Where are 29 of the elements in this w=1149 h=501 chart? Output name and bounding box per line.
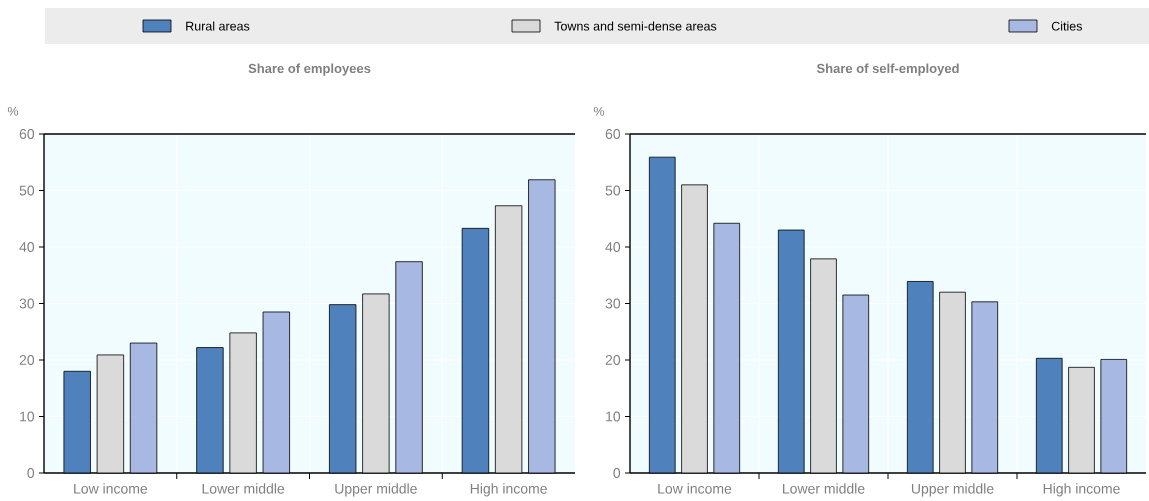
- x-tick-label: Lower middle: [783, 483, 865, 494]
- legend-label: Rural areas: [186, 21, 250, 31]
- y-tick-label: 40: [605, 242, 621, 253]
- y-tick-label: 60: [19, 129, 35, 140]
- y-axis-title: %: [7, 107, 19, 116]
- x-tick-label: Low income: [658, 483, 732, 494]
- x-tick-label: High income: [1043, 483, 1120, 497]
- y-tick-label: 60: [605, 129, 621, 140]
- x-tick-label: Upper middle: [335, 483, 417, 497]
- x-tick-label: Upper middle: [911, 483, 994, 497]
- y-tick-label: 30: [19, 298, 35, 309]
- y-tick-label: 30: [605, 298, 621, 309]
- y-tick-label: 20: [19, 355, 35, 366]
- x-tick-label: Low income: [74, 483, 148, 494]
- legend-label: Cities: [1051, 21, 1083, 31]
- y-tick-label: 0: [613, 468, 621, 479]
- y-tick-label: 0: [27, 468, 35, 479]
- y-tick-label: 10: [606, 411, 621, 422]
- y-tick-label: 20: [605, 355, 621, 366]
- y-tick-label: 40: [19, 242, 35, 253]
- y-axis-title: %: [593, 107, 605, 116]
- legend-label: Towns and semi-dense areas: [554, 21, 717, 31]
- y-tick-label: 50: [19, 185, 35, 196]
- y-tick-label: 50: [605, 185, 621, 196]
- chart-title: Share of employees: [248, 63, 371, 76]
- chart-title: Share of self-employed: [816, 63, 959, 76]
- x-tick-label: High income: [470, 483, 547, 497]
- y-tick-label: 10: [20, 411, 35, 422]
- x-tick-label: Lower middle: [202, 483, 285, 494]
